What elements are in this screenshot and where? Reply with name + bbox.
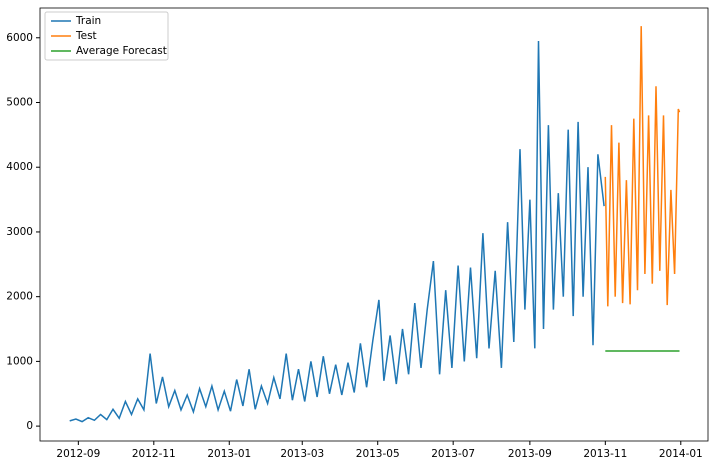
x-tick-label: 2013-11: [583, 448, 627, 460]
legend-label: Test: [75, 30, 97, 42]
plot-frame: [39, 7, 709, 442]
x-tick-label: 2013-05: [356, 448, 400, 460]
y-tick-label: 2000: [6, 291, 33, 303]
y-tick-label: 1000: [6, 355, 33, 367]
y-tick-label: 5000: [6, 96, 33, 108]
y-tick-label: 4000: [6, 161, 33, 173]
x-tick-label: 2014-01: [659, 448, 703, 460]
series-line: [604, 26, 681, 307]
series-line: [69, 40, 605, 423]
legend-label: Average Forecast: [76, 45, 167, 57]
x-tick-label: 2012-09: [56, 448, 100, 460]
legend-label: Train: [75, 15, 101, 27]
x-tick-label: 2012-11: [132, 448, 176, 460]
y-tick-label: 6000: [6, 32, 33, 44]
legend-box: [44, 11, 169, 61]
y-tick-label: 0: [26, 420, 33, 432]
x-tick-label: 2013-09: [508, 448, 552, 460]
y-tick-label: 3000: [6, 226, 33, 238]
x-tick-label: 2013-03: [280, 448, 324, 460]
x-tick-label: 2013-01: [207, 448, 251, 460]
x-tick-label: 2013-07: [431, 448, 475, 460]
